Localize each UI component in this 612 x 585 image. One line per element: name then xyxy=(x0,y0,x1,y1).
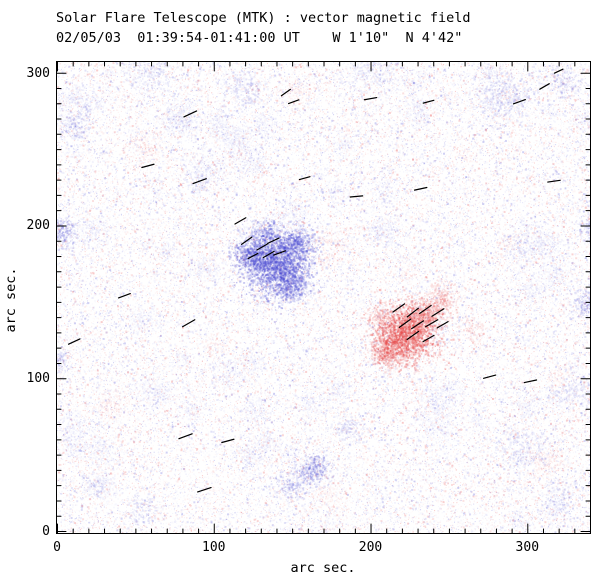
y-tick-label: 100 xyxy=(26,371,50,387)
x-tick-label: 100 xyxy=(202,540,226,555)
magnetogram-canvas xyxy=(57,62,590,533)
y-tick-label: 0 xyxy=(42,524,50,539)
x-tick-label: 0 xyxy=(53,540,61,555)
figure-subtitle: 02/05/03 01:39:54-01:41:00 UT W 1'10" N … xyxy=(56,30,463,46)
x-tick-label: 200 xyxy=(358,540,383,555)
plot-frame xyxy=(56,61,591,534)
figure-title: Solar Flare Telescope (MTK) : vector mag… xyxy=(56,10,471,26)
y-axis-label: arc sec. xyxy=(3,267,19,333)
x-tick-label: 300 xyxy=(515,540,540,555)
y-tick-label: 300 xyxy=(26,65,50,81)
y-tick-label: 200 xyxy=(26,218,50,234)
x-axis-label: arc sec. xyxy=(290,560,356,576)
